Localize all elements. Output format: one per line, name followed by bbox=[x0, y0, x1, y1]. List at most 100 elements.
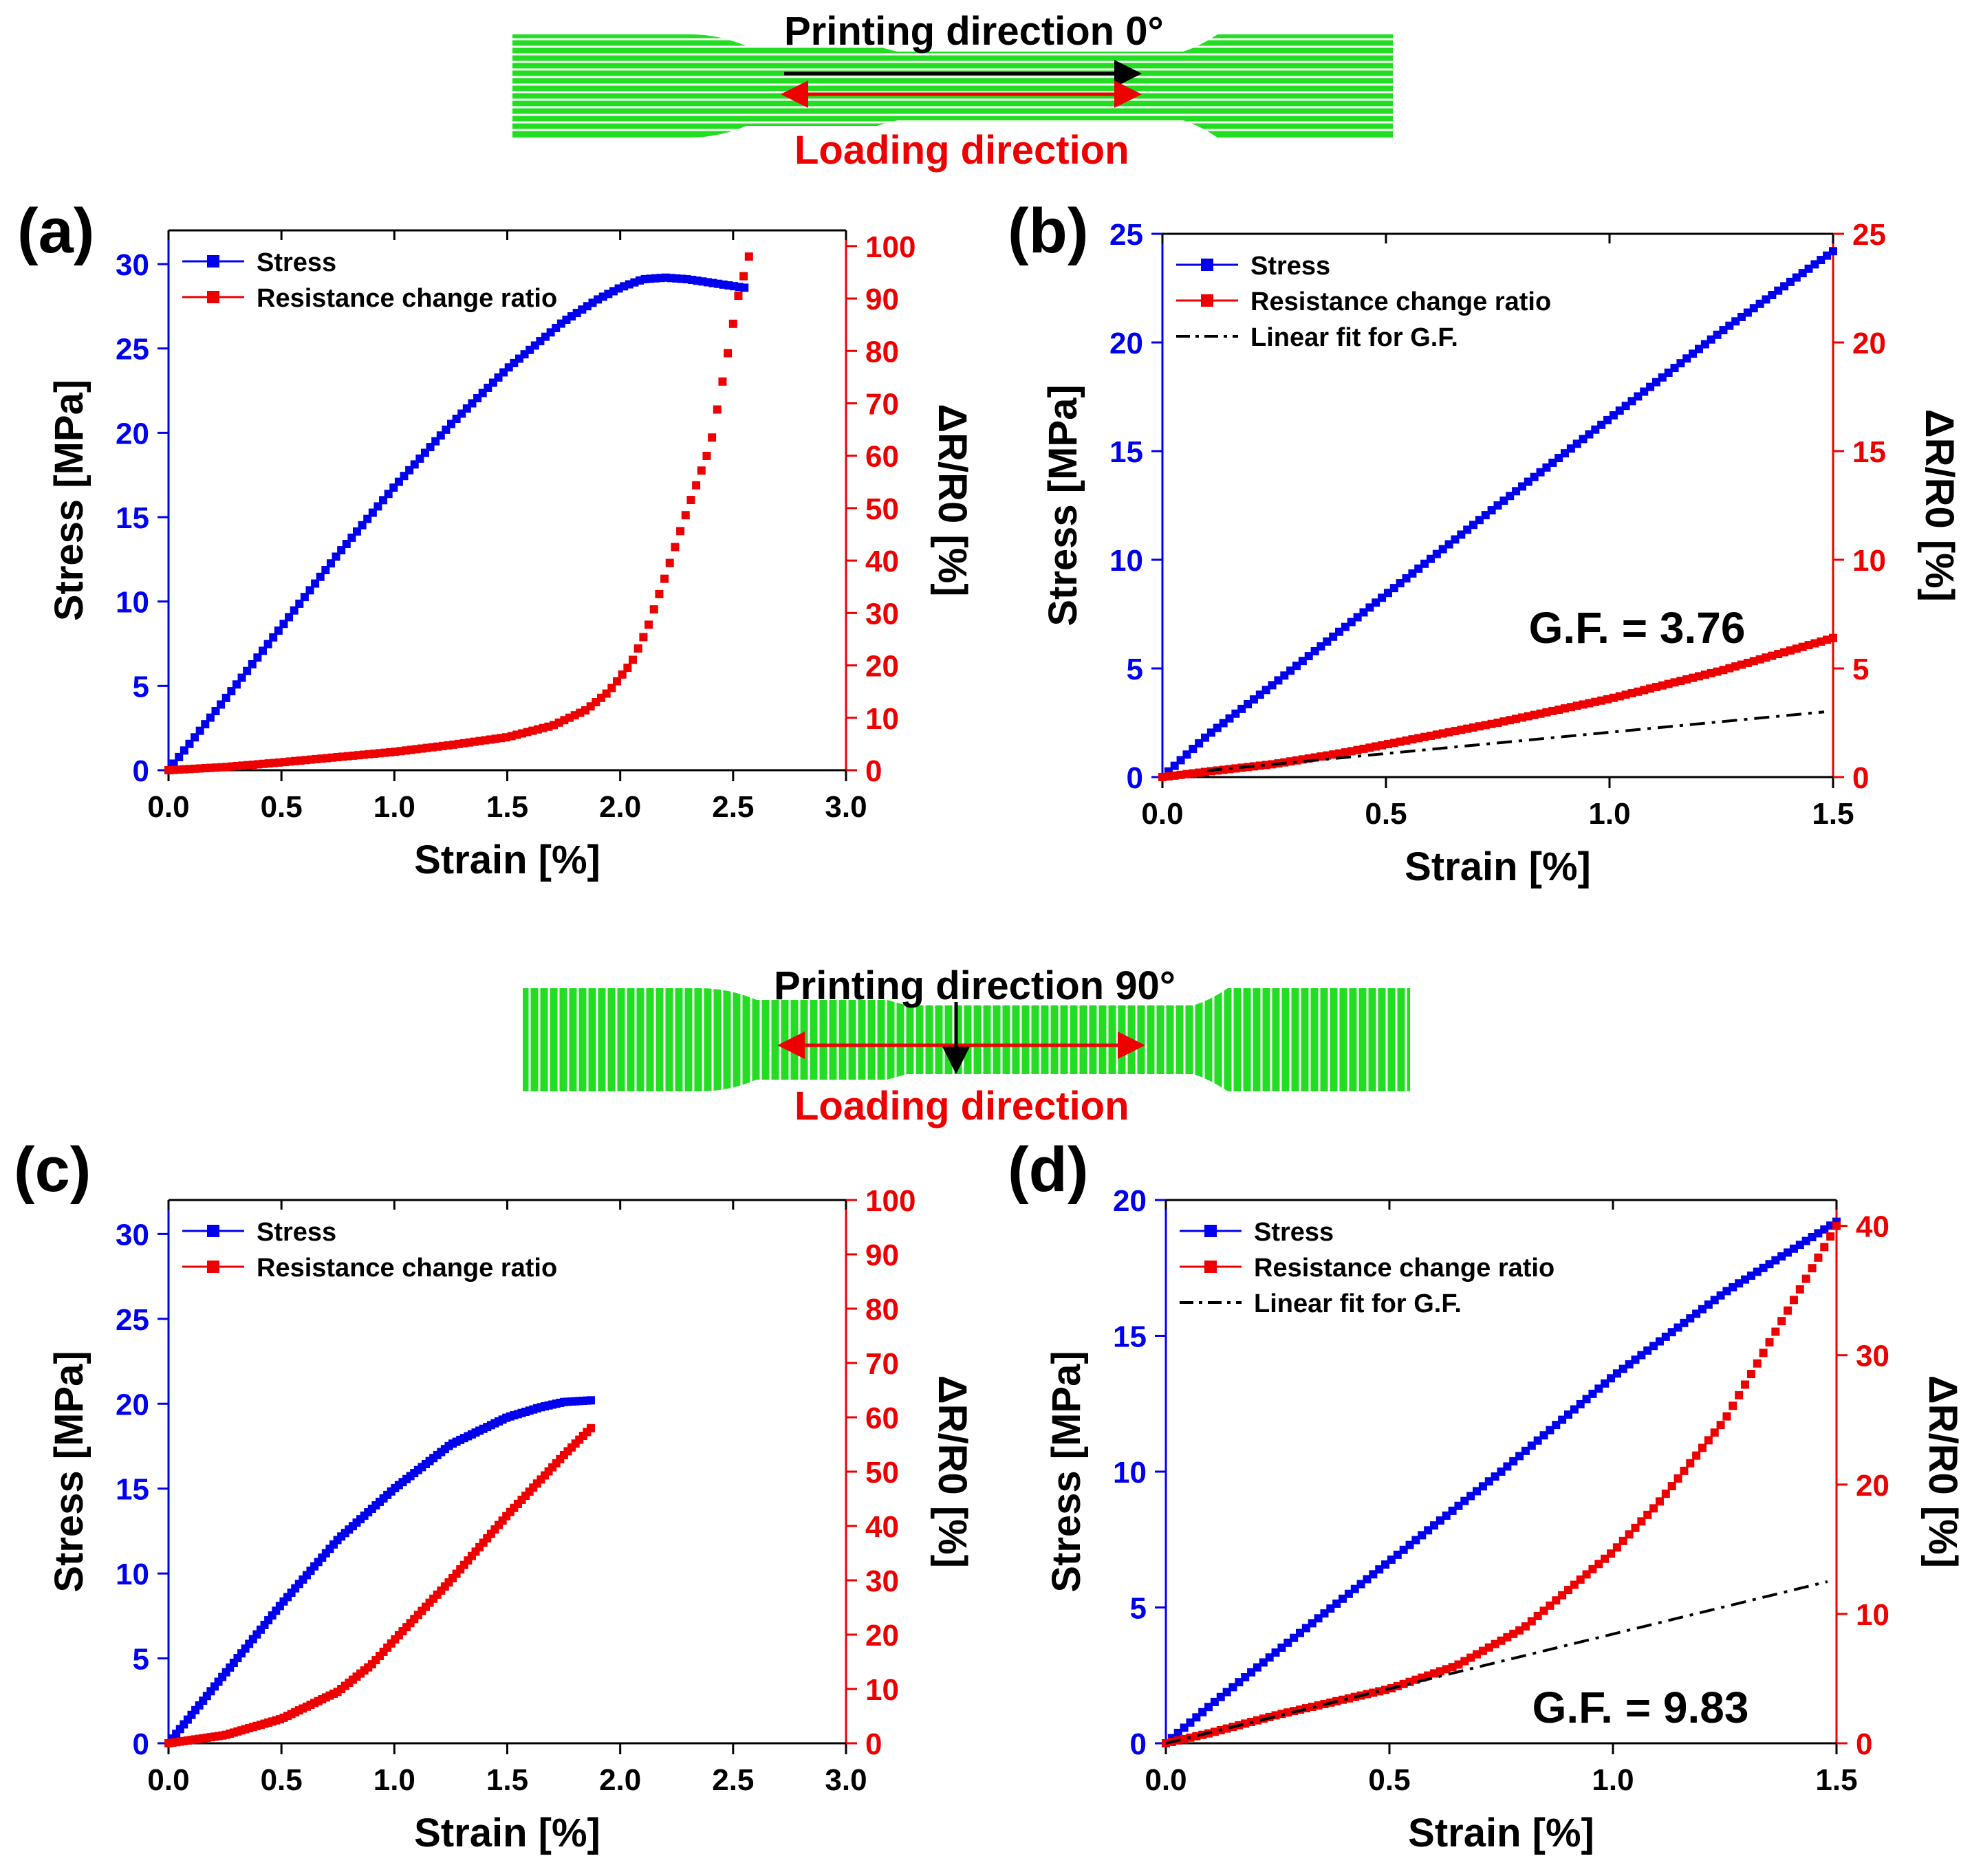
data-point bbox=[263, 640, 272, 648]
y-tick-label: 5 bbox=[1127, 653, 1143, 686]
data-point bbox=[211, 707, 220, 716]
data-point bbox=[644, 620, 653, 629]
data-point bbox=[724, 349, 733, 358]
data-point bbox=[708, 433, 717, 442]
data-point bbox=[295, 599, 304, 608]
data-point bbox=[1789, 1296, 1798, 1305]
y-tick-label: 15 bbox=[116, 1473, 149, 1507]
data-point bbox=[692, 481, 701, 490]
data-point bbox=[232, 680, 241, 689]
x-tick-label: 0.0 bbox=[1145, 1763, 1187, 1797]
data-point bbox=[665, 558, 674, 567]
y2-tick-label: 60 bbox=[865, 1401, 899, 1435]
data-point bbox=[1704, 1436, 1713, 1445]
data-point bbox=[618, 670, 627, 679]
data-point bbox=[1689, 349, 1698, 358]
data-point bbox=[1722, 1412, 1731, 1421]
y2-tick-label: 10 bbox=[1856, 1598, 1889, 1632]
data-point bbox=[740, 283, 749, 292]
data-point bbox=[191, 733, 199, 742]
x-tick-label: 1.0 bbox=[373, 790, 415, 824]
y2-tick-label: 40 bbox=[1856, 1210, 1889, 1244]
data-point bbox=[1741, 1380, 1750, 1389]
printing-direction-0-label: Printing direction 0° bbox=[784, 9, 1164, 54]
series-stress bbox=[1162, 1217, 1841, 1747]
data-point bbox=[321, 566, 330, 575]
data-point bbox=[1649, 1504, 1658, 1513]
data-point bbox=[623, 664, 632, 673]
x-axis-label: Strain [%] bbox=[414, 838, 600, 882]
data-point bbox=[1729, 1401, 1737, 1410]
x-tick-label: 0.0 bbox=[1141, 797, 1183, 831]
series-stress bbox=[1158, 247, 1837, 781]
loading-direction-bottom-label: Loading direction bbox=[794, 1084, 1129, 1128]
data-point bbox=[332, 552, 340, 561]
data-point bbox=[728, 319, 737, 328]
specimen-90deg-diagram bbox=[523, 985, 1410, 1095]
y2-tick-label: 0 bbox=[865, 754, 882, 788]
y-axis-label: Stress [MPa] bbox=[1041, 384, 1085, 626]
y-tick-label: 15 bbox=[1113, 1320, 1147, 1354]
series-fit-line bbox=[1206, 710, 1825, 772]
data-point bbox=[206, 713, 215, 722]
y-tick-label: 25 bbox=[116, 1303, 149, 1337]
data-point bbox=[300, 593, 309, 602]
data-point bbox=[697, 466, 706, 475]
data-point bbox=[1771, 1327, 1780, 1336]
x-tick-label: 2.0 bbox=[599, 1763, 641, 1797]
data-point bbox=[718, 377, 727, 386]
data-point bbox=[326, 559, 335, 568]
x-tick-label: 0.0 bbox=[147, 790, 189, 824]
data-point bbox=[1631, 1523, 1640, 1532]
data-point bbox=[655, 589, 664, 598]
data-point bbox=[607, 684, 616, 692]
legend-entry: Stress bbox=[257, 248, 336, 277]
data-point bbox=[248, 659, 257, 668]
y-tick-label: 25 bbox=[1109, 218, 1143, 252]
y-tick-label: 25 bbox=[116, 333, 149, 367]
x-tick-label: 3.0 bbox=[825, 790, 867, 824]
data-point bbox=[1625, 1530, 1634, 1539]
data-point bbox=[1692, 1451, 1701, 1460]
y2-axis-label: ΔR/R0 [%] bbox=[930, 404, 975, 596]
y-tick-label: 10 bbox=[1113, 1456, 1147, 1490]
data-point bbox=[201, 720, 210, 729]
x-tick-label: 2.5 bbox=[712, 1763, 754, 1797]
y2-tick-label: 40 bbox=[865, 1510, 899, 1544]
legend-marker bbox=[207, 255, 219, 268]
y2-tick-label: 15 bbox=[1852, 435, 1886, 469]
y-tick-label: 0 bbox=[1130, 1727, 1147, 1761]
gauge-factor-annotation: G.F. = 3.76 bbox=[1529, 603, 1746, 653]
legend-entry: Stress bbox=[1250, 252, 1330, 281]
legend-entry: Linear fit for G.F. bbox=[1250, 323, 1458, 352]
y2-axis-label: ΔR/R0 [%] bbox=[1917, 409, 1961, 602]
y-tick-label: 30 bbox=[116, 248, 149, 282]
y2-tick-label: 50 bbox=[865, 1456, 899, 1490]
data-point bbox=[1667, 1482, 1676, 1491]
x-tick-label: 1.5 bbox=[486, 1763, 528, 1797]
data-point bbox=[660, 574, 669, 583]
data-point bbox=[185, 739, 194, 748]
data-point bbox=[337, 546, 346, 555]
data-point bbox=[1801, 1274, 1810, 1283]
data-point bbox=[1637, 1517, 1646, 1526]
y-tick-label: 20 bbox=[116, 1388, 149, 1421]
y-tick-label: 20 bbox=[1113, 1184, 1147, 1218]
panel-d-label: (d) bbox=[1008, 1135, 1089, 1205]
data-point bbox=[686, 496, 695, 505]
legend-entry: Resistance change ratio bbox=[257, 1254, 557, 1283]
data-point bbox=[1643, 1510, 1652, 1519]
legend-marker bbox=[1201, 259, 1213, 271]
data-point bbox=[195, 726, 204, 735]
y2-tick-label: 20 bbox=[865, 1619, 899, 1653]
y-tick-label: 10 bbox=[1109, 544, 1143, 578]
data-point bbox=[379, 496, 388, 505]
data-point bbox=[1814, 1253, 1823, 1262]
data-point bbox=[175, 765, 184, 774]
gauge-factor-annotation: G.F. = 9.83 bbox=[1532, 1683, 1749, 1732]
y2-tick-label: 100 bbox=[865, 1184, 916, 1218]
data-point bbox=[1765, 1338, 1774, 1346]
data-point bbox=[1698, 1443, 1707, 1452]
y-tick-label: 30 bbox=[116, 1218, 149, 1252]
